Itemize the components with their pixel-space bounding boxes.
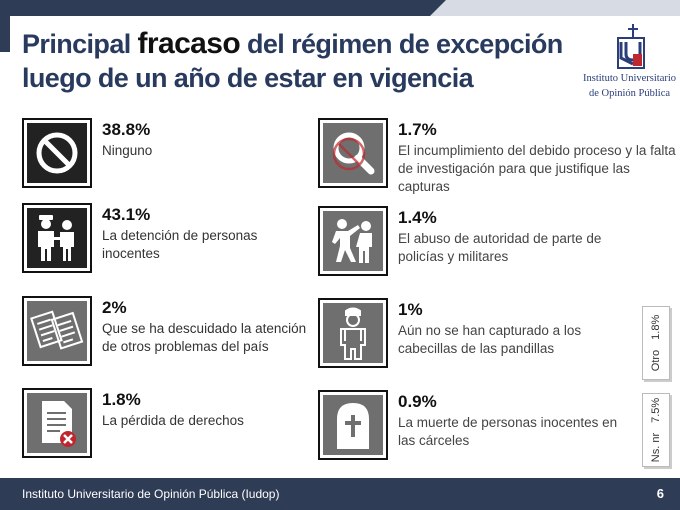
item-muerte-carceles: 0.9% La muerte de personas inocentes en … [318,390,638,470]
title-accent-bar [0,16,10,52]
otro-label: Otro [650,349,662,372]
footer-text: Instituto Universitario de Opinión Públi… [22,487,280,501]
item-label: Ninguno [102,143,153,158]
item-percentage: 38.8% [102,120,151,139]
item-percentage: 2% [102,298,127,317]
gang-leader-icon [318,298,396,376]
iudop-emblem-icon [616,24,645,69]
item-detencion-inocentes: 43.1% La detención de personas inocentes [22,203,322,283]
item-percentage: 1.7% [398,120,437,139]
item-debido-proceso: 1.7% El incumplimiento del debido proces… [318,118,678,198]
title-emphasis: fracaso [137,27,241,60]
item-label: Aún no se han capturado a los cabecillas… [398,323,582,356]
documents-icon [22,296,100,374]
otro-box: Otro 1.8% [642,306,670,380]
item-label: El incumplimiento del debido proceso y l… [398,143,676,194]
logo-line-1: Instituto Universitario [582,73,677,84]
document-rejected-icon [22,388,100,466]
no-investigation-icon [318,118,396,196]
item-percentage: 1% [398,300,423,319]
item-cabecillas-pandillas: 1% Aún no se han capturado a los cabecil… [318,298,638,378]
item-percentage: 1.8% [102,390,141,409]
page-number: 6 [656,486,664,501]
footer-bar: Instituto Universitario de Opinión Públi… [0,478,680,510]
item-label: La detención de personas inocentes [102,228,258,261]
nsnr-box: Ns. nr 7.5% [642,393,670,467]
tombstone-icon [318,390,396,468]
item-label: Que se ha descuidado la atención de otro… [102,321,307,354]
item-label: La pérdida de derechos [102,413,244,428]
iudop-logo: Instituto Universitario de Opinión Públi… [582,24,677,99]
otro-percentage: 1.8% [650,314,662,340]
item-abuso-autoridad: 1.4% El abuso de autoridad de parte de p… [318,206,658,286]
item-percentage: 1.4% [398,208,437,227]
page-title: Principal fracaso del régimen de excepci… [22,27,563,93]
item-percentage: 0.9% [398,392,437,411]
item-label: La muerte de personas inocentes en las c… [398,415,618,448]
item-percentage: 43.1% [102,205,151,224]
top-banner [0,0,680,16]
item-ninguno: 38.8% Ninguno [22,118,322,198]
prohibited-icon [22,118,100,196]
item-otros-problemas: 2% Que se ha descuidado la atención de o… [22,296,322,376]
abuse-icon [318,206,396,284]
nsnr-percentage: 7.5% [650,397,662,423]
item-perdida-derechos: 1.8% La pérdida de derechos [22,388,322,468]
arrest-icon [22,203,100,281]
item-label: El abuso de autoridad de parte de policí… [398,231,602,264]
nsnr-label: Ns. nr [650,432,662,463]
logo-line-2: de Opinión Pública [588,88,671,99]
